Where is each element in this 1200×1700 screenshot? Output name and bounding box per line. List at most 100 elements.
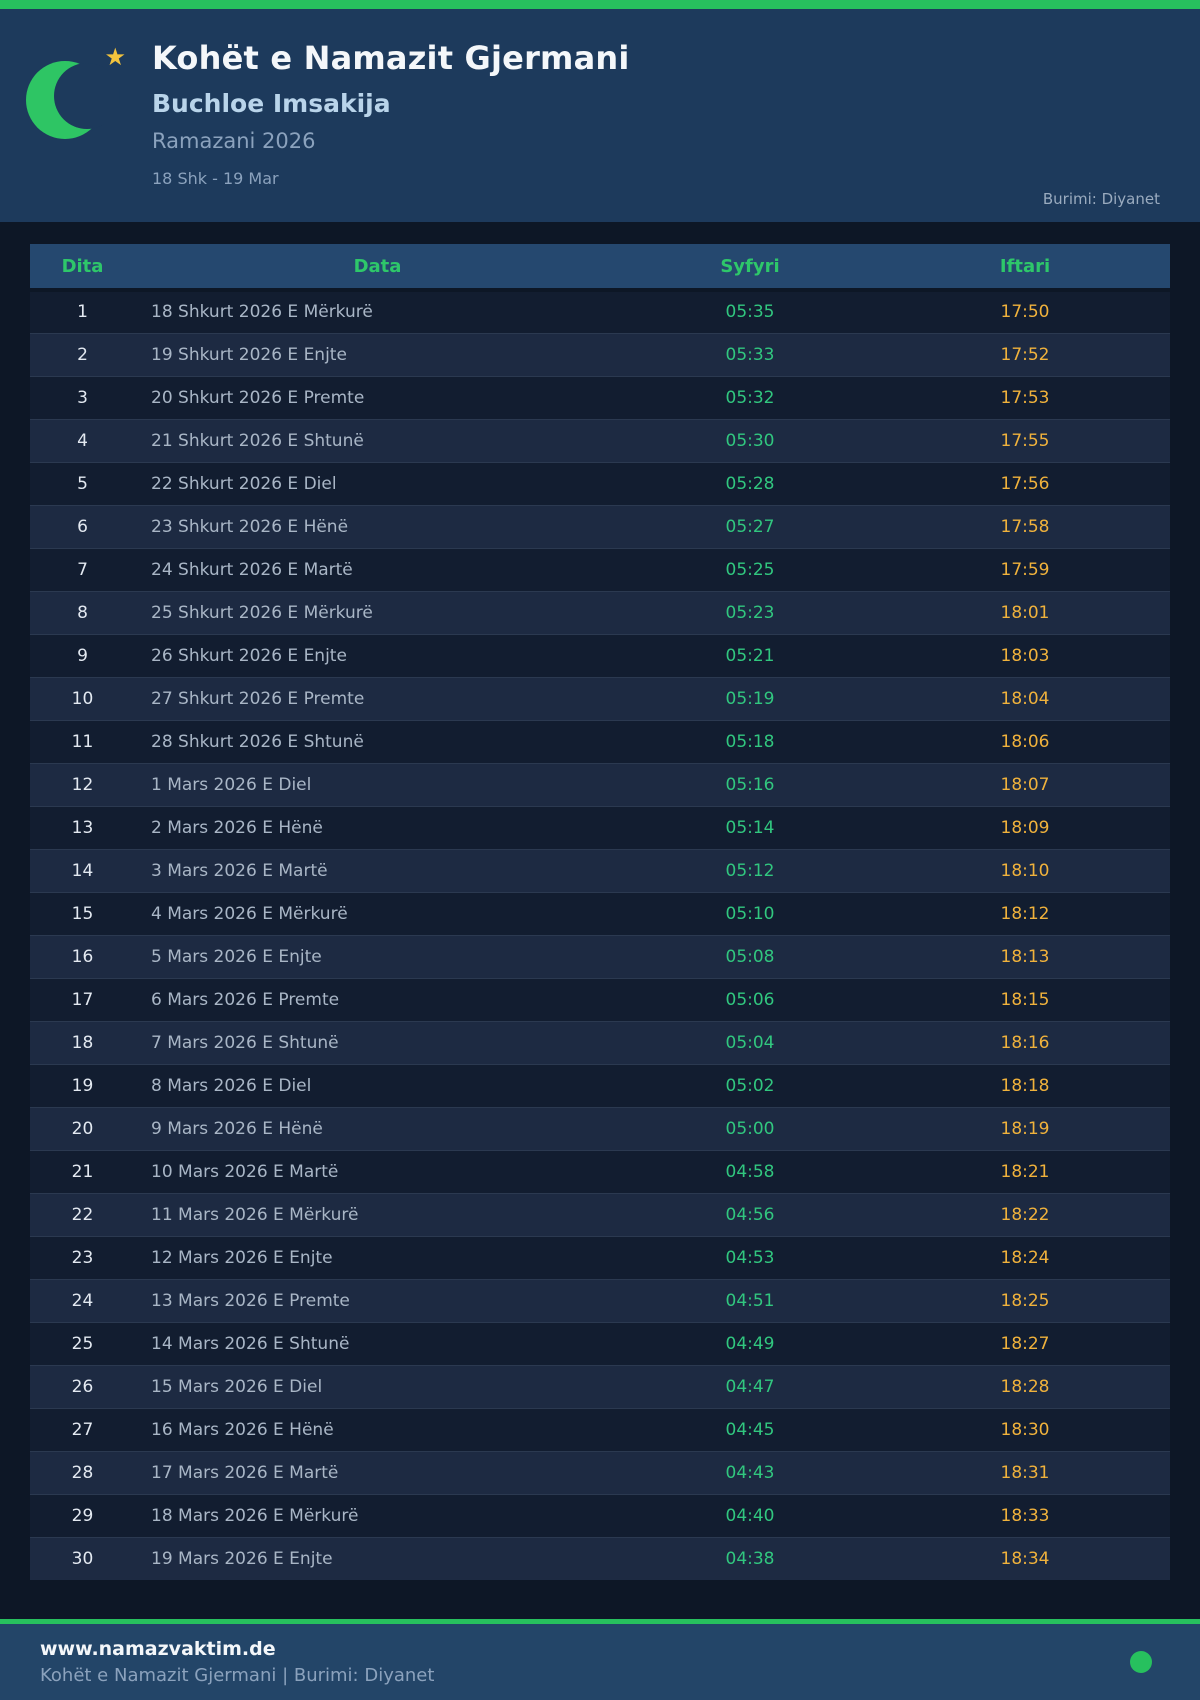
date-cell: 9 Mars 2026 E Hënë (151, 1118, 323, 1139)
prayer-table-body: 1 18 Shkurt 2026 E Mërkurë 05:35 17:50 2 19 S… (30, 290, 1170, 1580)
table-row: 25 14 Mars 2026 E Shtunë 04:49 18:27 (30, 1322, 1170, 1365)
day-cell: 3 (77, 387, 88, 408)
date-cell: 18 Shkurt 2026 E Mërkurë (151, 302, 373, 323)
syfyri-cell: 05:19 (725, 688, 775, 709)
footer-text-block: www.namazvaktim.de Kohët e Namazit Gjerm… (40, 1638, 434, 1686)
iftari-cell: 18:25 (1000, 1290, 1050, 1311)
date-cell: 27 Shkurt 2026 E Premte (151, 688, 365, 709)
iftari-cell: 18:10 (1000, 860, 1050, 881)
table-row: 19 8 Mars 2026 E Diel 05:02 18:18 (30, 1064, 1170, 1107)
iftari-cell: 18:19 (1000, 1118, 1050, 1139)
day-cell: 20 (71, 1118, 94, 1139)
date-cell: 14 Mars 2026 E Shtunë (151, 1333, 350, 1354)
iftari-cell: 18:24 (1000, 1247, 1050, 1268)
syfyri-cell: 05:00 (725, 1118, 775, 1139)
day-cell: 27 (71, 1419, 94, 1440)
table-row: 8 25 Shkurt 2026 E Mërkurë 05:23 18:01 (30, 591, 1170, 634)
table-header: Dita Data Syfyri Iftari (30, 244, 1170, 292)
table-row: 28 17 Mars 2026 E Martë 04:43 18:31 (30, 1451, 1170, 1494)
column-header-dita: Dita (30, 244, 135, 292)
iftari-cell: 18:33 (1000, 1505, 1050, 1526)
table-row: 24 13 Mars 2026 E Premte 04:51 18:25 (30, 1279, 1170, 1322)
prayer-times-table: Dita Data Syfyri Iftari 1 18 Shkurt 2026 … (30, 244, 1170, 1580)
syfyri-cell: 04:56 (725, 1204, 775, 1225)
iftari-cell: 18:16 (1000, 1032, 1050, 1053)
iftari-cell: 17:53 (1000, 387, 1050, 408)
syfyri-cell: 05:35 (725, 302, 775, 323)
page-footer: www.namazvaktim.de Kohët e Namazit Gjerm… (0, 1624, 1200, 1700)
table-row: 5 22 Shkurt 2026 E Diel 05:28 17:56 (30, 462, 1170, 505)
table-row: 29 18 Mars 2026 E Mërkurë 04:40 18:33 (30, 1494, 1170, 1537)
star-icon: ★ (104, 43, 126, 71)
column-header-syfyri: Syfyri (620, 244, 880, 292)
date-cell: 1 Mars 2026 E Diel (151, 774, 312, 795)
day-cell: 14 (71, 860, 94, 881)
day-cell: 13 (71, 817, 94, 838)
syfyri-cell: 05:28 (725, 473, 775, 494)
table-row: 21 10 Mars 2026 E Martë 04:58 18:21 (30, 1150, 1170, 1193)
iftari-cell: 18:12 (1000, 903, 1050, 924)
header-text-block: Kohët e Namazit Gjermani Buchloe Imsakij… (152, 35, 630, 188)
table-row: 3 20 Shkurt 2026 E Premte 05:32 17:53 (30, 376, 1170, 419)
iftari-cell: 18:22 (1000, 1204, 1050, 1225)
syfyri-cell: 04:58 (725, 1161, 775, 1182)
syfyri-cell: 05:33 (725, 344, 775, 365)
table-row: 6 23 Shkurt 2026 E Hënë 05:27 17:58 (30, 505, 1170, 548)
day-cell: 9 (77, 645, 88, 666)
footer-tagline: Kohët e Namazit Gjermani | Burimi: Diyan… (40, 1665, 435, 1686)
syfyri-cell: 05:16 (725, 774, 775, 795)
date-cell: 25 Shkurt 2026 E Mërkurë (151, 602, 373, 623)
syfyri-cell: 04:40 (725, 1505, 775, 1526)
syfyri-cell: 05:25 (725, 559, 775, 580)
table-row: 17 6 Mars 2026 E Premte 05:06 18:15 (30, 978, 1170, 1021)
syfyri-cell: 05:23 (725, 602, 775, 623)
table-row: 2 19 Shkurt 2026 E Enjte 05:33 17:52 (30, 333, 1170, 376)
day-cell: 21 (71, 1161, 94, 1182)
syfyri-cell: 05:12 (725, 860, 775, 881)
table-row: 4 21 Shkurt 2026 E Shtunë 05:30 17:55 (30, 419, 1170, 462)
iftari-cell: 18:01 (1000, 602, 1050, 623)
date-cell: 3 Mars 2026 E Martë (151, 860, 328, 881)
table-row: 9 26 Shkurt 2026 E Enjte 05:21 18:03 (30, 634, 1170, 677)
iftari-cell: 18:04 (1000, 688, 1050, 709)
syfyri-cell: 05:27 (725, 516, 775, 537)
syfyri-cell: 05:14 (725, 817, 775, 838)
day-cell: 29 (71, 1505, 94, 1526)
day-cell: 28 (71, 1462, 94, 1483)
table-row: 26 15 Mars 2026 E Diel 04:47 18:28 (30, 1365, 1170, 1408)
date-cell: 17 Mars 2026 E Martë (151, 1462, 339, 1483)
main-content: Dita Data Syfyri Iftari 1 18 Shkurt 2026 … (0, 222, 1200, 1619)
green-dot-icon (1130, 1651, 1152, 1673)
date-cell: 15 Mars 2026 E Diel (151, 1376, 323, 1397)
day-cell: 6 (77, 516, 88, 537)
day-cell: 2 (77, 344, 88, 365)
date-cell: 8 Mars 2026 E Diel (151, 1075, 312, 1096)
iftari-cell: 18:09 (1000, 817, 1050, 838)
iftari-cell: 18:27 (1000, 1333, 1050, 1354)
day-cell: 15 (71, 903, 94, 924)
day-cell: 1 (77, 302, 88, 323)
iftari-cell: 18:30 (1000, 1419, 1050, 1440)
syfyri-cell: 04:47 (725, 1376, 775, 1397)
date-cell: 6 Mars 2026 E Premte (151, 989, 340, 1010)
day-cell: 4 (77, 430, 88, 451)
day-cell: 23 (71, 1247, 94, 1268)
syfyri-cell: 04:51 (725, 1290, 775, 1311)
iftari-cell: 17:55 (1000, 430, 1050, 451)
column-header-iftari: Iftari (880, 244, 1170, 292)
iftari-cell: 17:52 (1000, 344, 1050, 365)
date-cell: 13 Mars 2026 E Premte (151, 1290, 350, 1311)
syfyri-cell: 05:02 (725, 1075, 775, 1096)
table-row: 27 16 Mars 2026 E Hënë 04:45 18:30 (30, 1408, 1170, 1451)
page-header: ★ Kohët e Namazit Gjermani Buchloe Imsak… (0, 9, 1200, 222)
iftari-cell: 18:15 (1000, 989, 1050, 1010)
table-row: 15 4 Mars 2026 E Mërkurë 05:10 18:12 (30, 892, 1170, 935)
table-row: 10 27 Shkurt 2026 E Premte 05:19 18:04 (30, 677, 1170, 720)
date-cell: 22 Shkurt 2026 E Diel (151, 473, 337, 494)
syfyri-cell: 05:06 (725, 989, 775, 1010)
day-cell: 25 (71, 1333, 94, 1354)
iftari-cell: 18:34 (1000, 1548, 1050, 1569)
source-label: Burimi: Diyanet (1042, 190, 1160, 208)
crescent-moon-icon: ★ (26, 45, 126, 143)
date-cell: 21 Shkurt 2026 E Shtunë (151, 430, 364, 451)
